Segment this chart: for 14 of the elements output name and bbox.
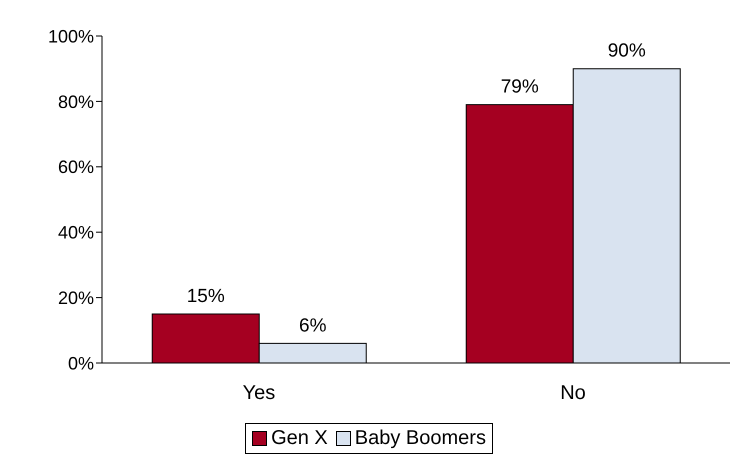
y-tick-label: 40% [58, 222, 94, 243]
y-tick-label: 60% [58, 157, 94, 178]
data-label: 90% [608, 40, 646, 62]
data-label: 79% [500, 76, 539, 98]
y-tick-label: 20% [58, 288, 94, 308]
x-tick-label: No [560, 382, 586, 404]
data-label: 15% [186, 286, 225, 307]
y-tick-label: 0% [68, 353, 94, 374]
legend-label: Baby Boomers [354, 427, 486, 450]
legend-label: Gen X [270, 427, 328, 450]
y-tick-label: 100% [48, 26, 94, 46]
data-label: 6% [299, 315, 327, 336]
x-tick-label: Yes [242, 382, 276, 404]
y-tick-label: 80% [58, 92, 94, 112]
